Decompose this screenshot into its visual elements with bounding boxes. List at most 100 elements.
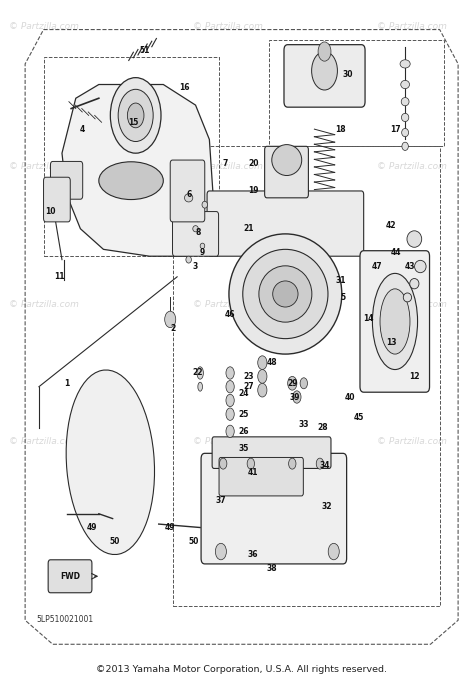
Ellipse shape xyxy=(407,231,422,247)
Text: © Partzilla.com: © Partzilla.com xyxy=(193,21,263,30)
Text: 5LP510021001: 5LP510021001 xyxy=(36,615,94,624)
Circle shape xyxy=(318,42,331,61)
Text: 47: 47 xyxy=(372,262,383,271)
Ellipse shape xyxy=(272,144,302,176)
Text: 26: 26 xyxy=(239,427,249,436)
Text: 31: 31 xyxy=(336,276,346,285)
Ellipse shape xyxy=(273,281,298,307)
Text: © Partzilla.com: © Partzilla.com xyxy=(9,162,79,171)
Text: 5: 5 xyxy=(340,293,346,302)
Text: 50: 50 xyxy=(188,537,199,546)
Text: ©2013 Yamaha Motor Corporation, U.S.A. All rights reserved.: ©2013 Yamaha Motor Corporation, U.S.A. A… xyxy=(96,665,387,674)
Ellipse shape xyxy=(410,278,419,289)
Text: 20: 20 xyxy=(248,159,258,168)
FancyBboxPatch shape xyxy=(173,211,219,256)
Ellipse shape xyxy=(402,142,409,151)
FancyBboxPatch shape xyxy=(360,251,429,392)
FancyBboxPatch shape xyxy=(212,437,331,468)
Circle shape xyxy=(226,381,234,393)
Ellipse shape xyxy=(401,129,409,137)
Text: 11: 11 xyxy=(55,272,65,281)
Text: 46: 46 xyxy=(225,310,236,319)
Circle shape xyxy=(128,103,144,128)
Text: 3: 3 xyxy=(193,262,198,271)
Text: 17: 17 xyxy=(391,124,401,133)
Text: 48: 48 xyxy=(266,358,277,367)
Circle shape xyxy=(226,395,234,406)
Ellipse shape xyxy=(198,382,202,391)
Circle shape xyxy=(226,425,234,437)
Text: 49: 49 xyxy=(87,523,97,532)
Text: 22: 22 xyxy=(192,368,203,377)
Ellipse shape xyxy=(401,97,409,106)
Text: 38: 38 xyxy=(266,565,277,574)
Text: 50: 50 xyxy=(110,537,120,546)
Text: 14: 14 xyxy=(363,314,374,323)
Text: 8: 8 xyxy=(195,227,201,237)
Text: 23: 23 xyxy=(243,372,254,381)
Text: 41: 41 xyxy=(248,468,258,477)
Text: 51: 51 xyxy=(140,46,150,55)
Text: 49: 49 xyxy=(165,523,175,532)
Ellipse shape xyxy=(197,367,203,379)
FancyBboxPatch shape xyxy=(44,177,70,222)
Ellipse shape xyxy=(186,256,191,263)
FancyBboxPatch shape xyxy=(48,560,92,593)
Text: 33: 33 xyxy=(299,420,309,429)
Text: 30: 30 xyxy=(342,70,353,79)
Circle shape xyxy=(247,458,255,469)
FancyBboxPatch shape xyxy=(219,457,303,496)
Text: © Partzilla.com: © Partzilla.com xyxy=(193,437,263,446)
Text: © Partzilla.com: © Partzilla.com xyxy=(377,437,447,446)
Text: © Partzilla.com: © Partzilla.com xyxy=(377,300,447,309)
Text: © Partzilla.com: © Partzilla.com xyxy=(193,162,263,171)
Circle shape xyxy=(311,52,337,90)
Text: 43: 43 xyxy=(404,262,415,271)
Circle shape xyxy=(300,378,308,389)
Text: 28: 28 xyxy=(317,424,328,433)
Circle shape xyxy=(288,377,297,390)
Text: 19: 19 xyxy=(248,187,258,196)
Circle shape xyxy=(219,458,227,469)
Text: 24: 24 xyxy=(239,389,249,398)
Ellipse shape xyxy=(202,201,208,208)
Text: 37: 37 xyxy=(216,495,226,504)
Ellipse shape xyxy=(66,370,155,555)
Text: 34: 34 xyxy=(319,461,330,470)
Text: 21: 21 xyxy=(243,225,254,234)
Text: © Partzilla.com: © Partzilla.com xyxy=(377,21,447,30)
Circle shape xyxy=(226,367,234,379)
FancyBboxPatch shape xyxy=(207,191,364,256)
Text: 39: 39 xyxy=(289,392,300,401)
Text: 15: 15 xyxy=(128,117,138,126)
Ellipse shape xyxy=(401,113,409,122)
Text: 1: 1 xyxy=(64,379,69,388)
Ellipse shape xyxy=(99,162,164,200)
Text: © Partzilla.com: © Partzilla.com xyxy=(9,437,79,446)
Text: 10: 10 xyxy=(45,207,56,216)
Circle shape xyxy=(226,408,234,420)
Text: © Partzilla.com: © Partzilla.com xyxy=(193,300,263,309)
FancyBboxPatch shape xyxy=(170,160,205,222)
Text: 44: 44 xyxy=(391,248,401,257)
Circle shape xyxy=(289,458,296,469)
FancyBboxPatch shape xyxy=(201,453,346,564)
Circle shape xyxy=(110,77,161,153)
Text: © Partzilla.com: © Partzilla.com xyxy=(377,162,447,171)
Ellipse shape xyxy=(400,60,410,68)
Text: 2: 2 xyxy=(170,324,175,333)
Text: 4: 4 xyxy=(80,124,85,133)
Text: 27: 27 xyxy=(243,382,254,391)
Ellipse shape xyxy=(193,226,198,231)
Text: 40: 40 xyxy=(345,392,355,401)
Circle shape xyxy=(328,543,339,560)
Circle shape xyxy=(258,356,267,370)
Text: 13: 13 xyxy=(386,338,397,347)
Text: 16: 16 xyxy=(179,84,189,93)
Text: 25: 25 xyxy=(239,410,249,419)
Circle shape xyxy=(215,543,227,560)
Circle shape xyxy=(258,384,267,397)
Text: © Partzilla.com: © Partzilla.com xyxy=(9,21,79,30)
Text: 35: 35 xyxy=(239,444,249,453)
Circle shape xyxy=(164,311,176,328)
